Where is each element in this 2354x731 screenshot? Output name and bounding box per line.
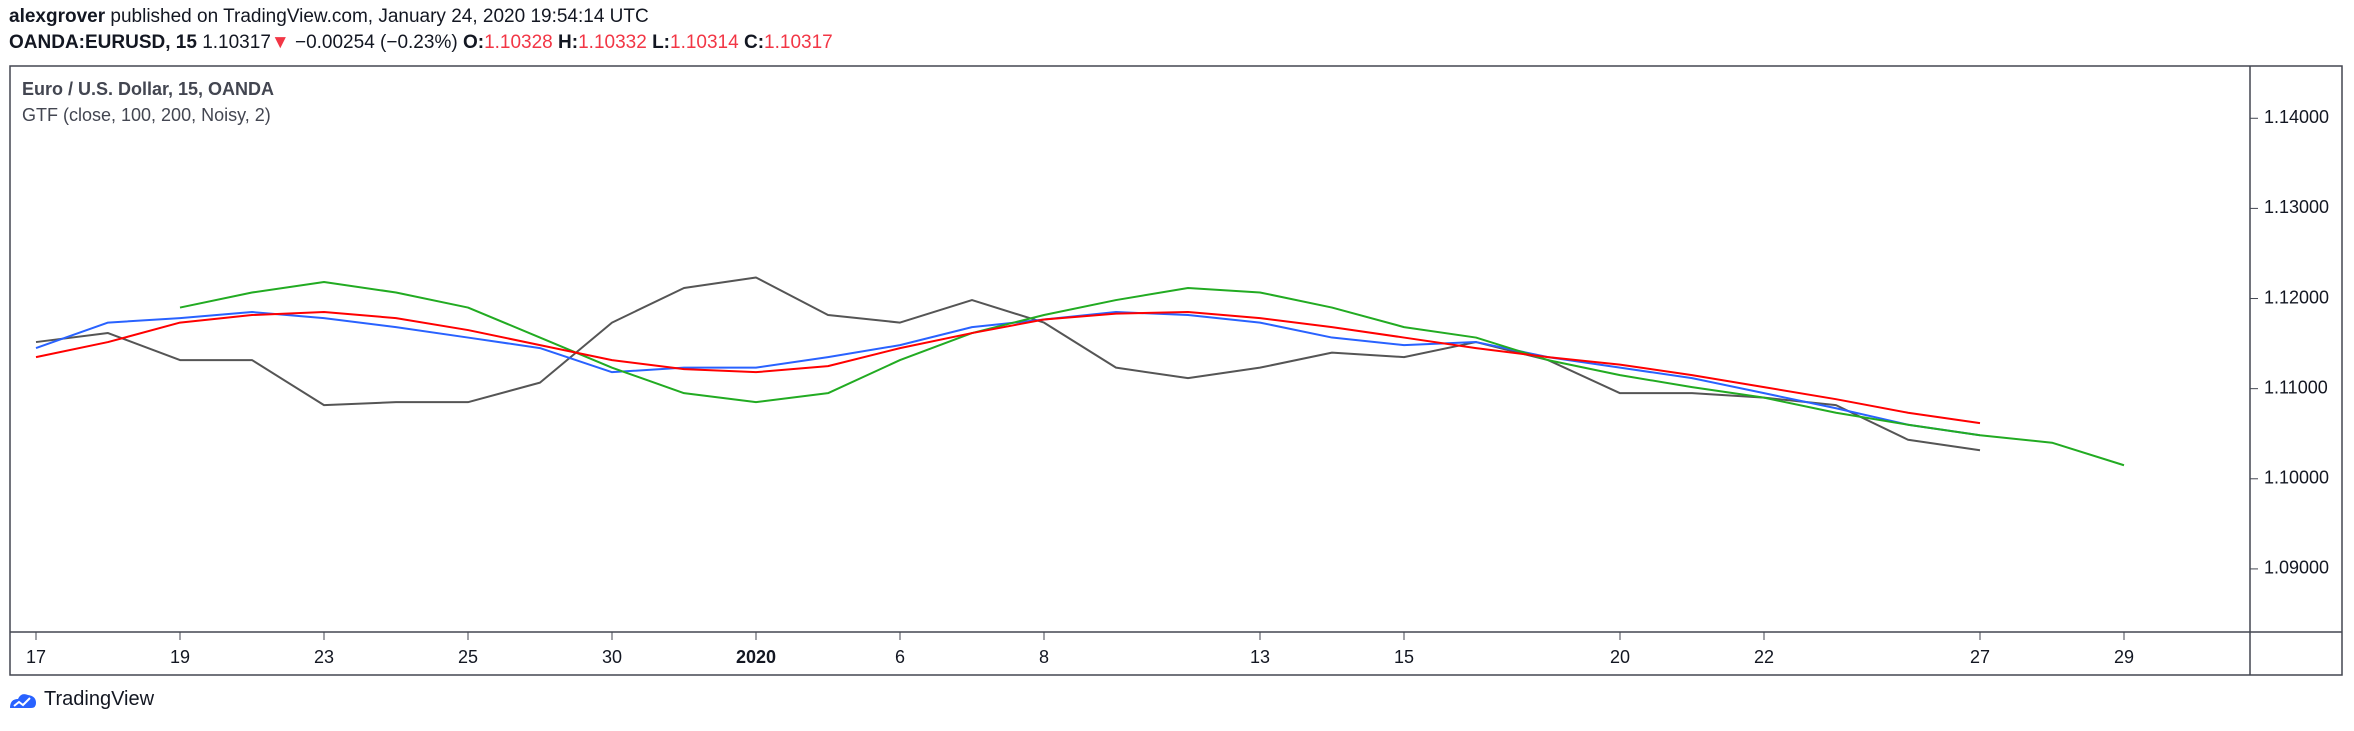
chart-subtitle: GTF (close, 100, 200, Noisy, 2) <box>22 105 271 125</box>
label: O: <box>462 32 485 53</box>
x-tick-label: 8 <box>1039 647 1049 667</box>
author: alexgrover <box>9 6 106 27</box>
arrow: ▼ <box>270 32 290 53</box>
value: 1.10332 <box>578 32 647 53</box>
x-tick-label: 27 <box>1970 647 1990 667</box>
series-line <box>35 311 1981 425</box>
y-tick-label: 1.09000 <box>2264 558 2329 578</box>
x-tick-label: 13 <box>1250 647 1270 667</box>
x-tick-label: 19 <box>170 647 190 667</box>
y-tick-label: 1.13000 <box>2264 197 2329 217</box>
symbol: OANDA:EURUSD, 15 <box>9 32 197 53</box>
header-line: alexgrover published on TradingView.com,… <box>9 6 649 28</box>
x-tick-label: 30 <box>602 647 622 667</box>
y-tick-label: 1.11000 <box>2264 377 2328 397</box>
header-line: OANDA:EURUSD, 15 1.10317▼ −0.00254 (−0.2… <box>9 32 833 54</box>
x-tick-label: 15 <box>1394 647 1414 667</box>
x-tick-label: 25 <box>458 647 478 667</box>
change: −0.00254 (−0.23%) <box>294 32 458 53</box>
label: C: <box>743 32 765 53</box>
brand: TradingView <box>44 688 155 710</box>
x-tick-label: 17 <box>26 647 46 667</box>
x-tick-label: 6 <box>895 647 905 667</box>
x-tick-label: 29 <box>2114 647 2134 667</box>
chart-title: Euro / U.S. Dollar, 15, OANDA <box>22 79 274 99</box>
footer: TradingView <box>8 688 154 711</box>
x-tick-label: 20 <box>1610 647 1630 667</box>
label: L: <box>652 32 670 53</box>
value: 1.10314 <box>670 32 739 53</box>
value: 1.10328 <box>484 32 553 53</box>
last: 1.10317 <box>202 32 271 53</box>
y-tick-label: 1.10000 <box>2264 468 2329 488</box>
series-line <box>179 281 2125 467</box>
frame <box>9 65 2343 676</box>
y-tick-label: 1.12000 <box>2264 287 2329 307</box>
x-tick-label: 22 <box>1754 647 1774 667</box>
x-tick-label: 23 <box>314 647 334 667</box>
value: 1.10317 <box>764 32 833 53</box>
series-line <box>35 276 1981 452</box>
x-tick-label: 2020 <box>736 647 776 667</box>
y-tick-label: 1.14000 <box>2264 107 2329 127</box>
published: published on TradingView.com, January 24… <box>105 6 649 27</box>
chart: Euro / U.S. Dollar, 15, OANDA GTF (close… <box>9 65 2343 676</box>
label: H: <box>558 32 579 53</box>
logo <box>10 693 36 708</box>
